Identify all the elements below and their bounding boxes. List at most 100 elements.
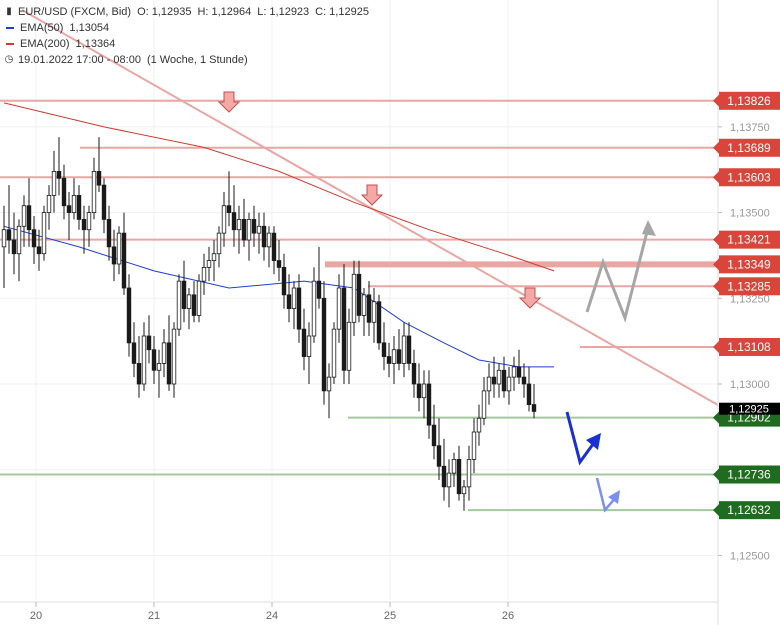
candle [221,192,227,247]
level-label-bg [719,277,780,296]
level-label-bg [719,230,780,249]
candle [171,322,177,398]
candle-body [526,383,532,405]
candle [411,349,417,398]
candle-body [421,383,427,399]
candle [341,264,347,384]
candle-body [271,232,277,261]
candle [316,246,322,309]
candle-body [341,287,347,371]
candle-body [326,376,332,392]
level-label-pointer [713,411,719,424]
candle-body [286,294,292,309]
level-label-text: 1,13349 [727,257,771,271]
candle-body [251,219,257,234]
level-label-pointer [713,141,719,154]
level-label-resistance: 1,13421 [713,230,780,249]
candle [531,384,537,419]
candle [291,281,297,330]
clock-icon: ◷ [4,54,14,65]
candle [116,226,122,275]
candle-body [486,376,492,392]
candle-body [346,321,352,371]
candle-body [56,171,62,179]
candle [486,363,492,405]
candle [461,480,467,511]
candle-body [411,363,417,385]
candle-body [46,195,52,213]
level-label-pointer [713,171,719,184]
candle-body [531,404,537,412]
candles [1,137,537,511]
candle-body [336,287,342,330]
y-tick-label: 1,13750 [730,122,770,134]
candle [331,322,337,384]
candle-body [301,328,307,357]
downtrend-line [21,9,719,406]
candle-body [181,280,187,309]
down-arrow-icon [360,184,384,206]
candle [161,329,167,378]
candle-body [316,280,322,299]
candle-body [481,390,487,419]
level-label-bg [719,465,780,484]
candle [156,349,162,398]
candle-body [146,335,152,351]
candle [336,274,342,343]
candle-body [461,486,467,495]
candle [211,240,217,282]
candle-body [416,383,422,399]
candle [86,205,92,247]
level-label-resistance: 1,13603 [713,168,780,187]
candle [491,356,497,398]
candle-body [376,301,382,344]
candle-body [371,301,377,323]
candle-body [176,280,182,330]
candle [131,322,137,378]
projection-arrowhead-blue [586,433,601,450]
candle-body [331,328,337,378]
projection-path-blue [565,411,598,466]
candle [206,246,212,282]
candle-body [136,363,142,385]
candle-body [116,232,122,265]
candle-body [31,229,37,248]
candle-body [466,459,472,488]
candle-body [121,232,127,289]
candle-body [446,472,452,488]
candle [401,322,407,378]
candle-body [201,267,207,282]
candle-body [131,342,137,364]
candle [371,288,377,343]
candle [261,212,267,261]
candle [216,226,222,268]
candle [81,205,87,254]
candle-body [241,219,247,241]
high-value: 1,12964 [211,6,252,18]
candle-body [36,246,42,255]
candle-body [361,294,367,316]
candle-body [311,280,317,337]
candle [381,322,387,371]
level-label-resistance: 1,13285 [713,277,780,296]
candle [196,274,202,323]
current-price-bg [719,402,780,415]
candle [456,445,462,501]
level-label-text: 1,13285 [727,279,771,293]
level-label-pointer [713,280,719,293]
candle [1,205,7,288]
candle [91,157,97,220]
candle [96,137,102,192]
projection-path-lightblue [595,477,618,513]
level-label-text: 1,13603 [727,170,771,184]
candle [166,315,172,391]
candle [406,322,412,371]
candle-body [291,287,297,309]
candle [346,308,352,384]
candle [396,329,402,371]
candle-body [276,260,282,268]
candle-body [81,219,87,231]
candle-body [456,459,462,495]
level-label-support: 1,12736 [713,465,780,484]
